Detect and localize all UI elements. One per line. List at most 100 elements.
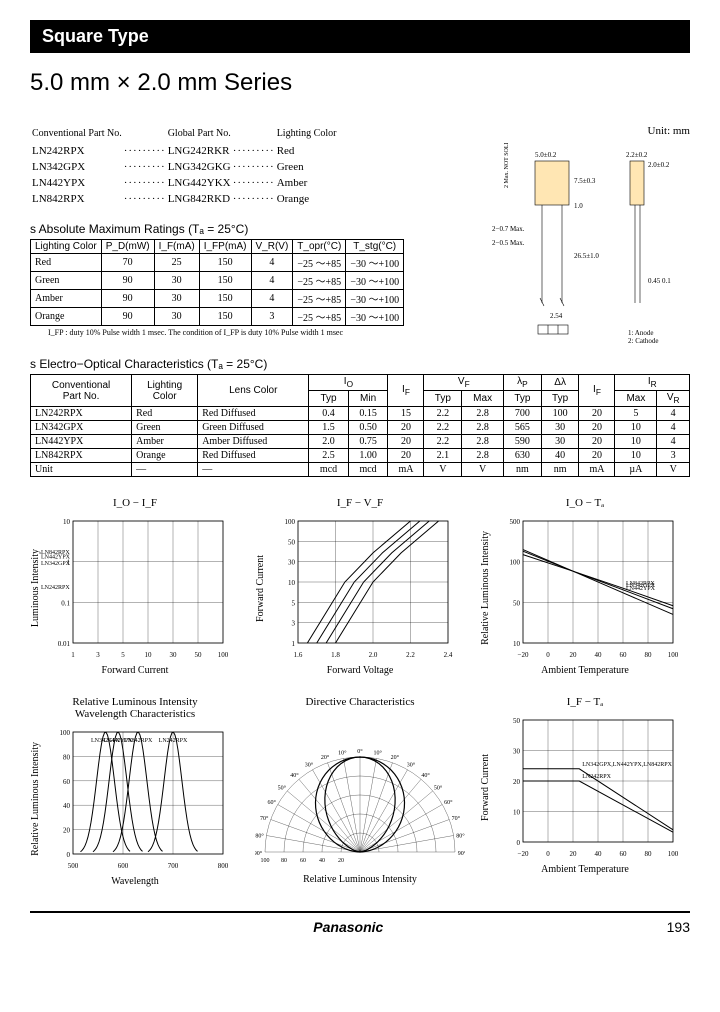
svg-text:LN842RPX: LN842RPX: [41, 550, 70, 556]
svg-text:70°: 70°: [260, 815, 269, 822]
eo-cell: 2.8: [462, 407, 504, 421]
svg-text:70°: 70°: [452, 815, 461, 822]
c4-svg: 500600700800020406080100LN342GPXLN442YPX…: [41, 724, 231, 874]
eo-cell: 20: [579, 421, 615, 435]
eo-cell: 20: [579, 407, 615, 421]
unit-label: Unit: mm: [490, 125, 690, 137]
absmax-cell: 150: [199, 308, 251, 326]
eo-cell: 1.5: [309, 421, 348, 435]
c1-title: I_O − I_F: [30, 497, 240, 509]
absmax-title: s Absolute Maximum Ratings (Tₐ = 25°C): [30, 222, 466, 236]
absmax-cell: 3: [251, 308, 293, 326]
eo-cell: mcd: [348, 463, 388, 477]
eo-cell: 700: [504, 407, 542, 421]
eo-cell: V: [657, 463, 690, 477]
svg-text:700: 700: [168, 862, 179, 870]
c5-xlabel: Relative Luminous Intensity: [255, 874, 465, 885]
svg-text:LN342GPX: LN342GPX: [41, 561, 71, 567]
eo-cell: 4: [657, 407, 690, 421]
svg-text:80: 80: [645, 850, 653, 858]
svg-text:50: 50: [513, 599, 521, 607]
c1-xlabel: Forward Current: [30, 665, 240, 676]
svg-text:2.0±0.2: 2.0±0.2: [648, 161, 670, 169]
eo-cell: mcd: [309, 463, 348, 477]
svg-text:20°: 20°: [321, 754, 330, 761]
absmax-cell: −30 ～+100: [346, 308, 404, 326]
c4-xlabel: Wavelength: [30, 876, 240, 887]
svg-text:−20: −20: [518, 651, 529, 659]
eo-cell: 2.1: [424, 449, 462, 463]
footer: Panasonic 193: [30, 911, 690, 935]
eo-cell: Unit: [31, 463, 132, 477]
partno-global: LNG242RKR: [168, 144, 231, 158]
partno-conv: LN842RPX: [32, 192, 122, 206]
svg-text:1: 1: [292, 640, 296, 648]
eo-cell: 0.15: [348, 407, 388, 421]
absmax-cell: 70: [101, 254, 154, 272]
svg-text:100: 100: [261, 858, 270, 864]
svg-text:50°: 50°: [278, 784, 287, 791]
svg-text:30°: 30°: [407, 762, 416, 769]
eo-cell: LN842RPX: [31, 449, 132, 463]
eo-cell: 20: [388, 449, 424, 463]
svg-text:0.1: 0.1: [662, 277, 671, 285]
absmax-cell: Green: [31, 272, 102, 290]
c1-svg: 1351030501000.010.1110LN342GPXLN442YPXLN…: [41, 513, 231, 663]
eo-cell: 2.8: [462, 449, 504, 463]
svg-text:10: 10: [288, 579, 296, 587]
svg-text:0.1: 0.1: [61, 599, 70, 607]
partno-conv: LN442YPX: [32, 176, 122, 190]
partno-color: Red: [277, 144, 337, 158]
absmax-cell: Orange: [31, 308, 102, 326]
eo-cell: 590: [504, 435, 542, 449]
eo-cell: Red: [132, 407, 198, 421]
svg-text:2.54: 2.54: [550, 312, 563, 320]
eo-cell: mA: [579, 463, 615, 477]
absmax-cell: −25 ～+85: [293, 254, 346, 272]
absmax-h: V_R(V): [251, 240, 293, 254]
svg-text:LN842RPX: LN842RPX: [626, 581, 655, 587]
absmax-h: I_FP(mA): [199, 240, 251, 254]
eo-cell: 10: [615, 421, 657, 435]
c3-title: I_O − Tₐ: [480, 497, 690, 509]
absmax-cell: −25 ～+85: [293, 272, 346, 290]
header-bar: Square Type: [30, 20, 690, 53]
eo-cell: 630: [504, 449, 542, 463]
c6-ylabel: Forward Current: [480, 754, 491, 821]
svg-text:10: 10: [145, 651, 153, 659]
absmax-h: I_F(mA): [154, 240, 199, 254]
partno-h1: Global Part No.: [168, 127, 231, 142]
absmax-cell: 150: [199, 290, 251, 308]
svg-text:3: 3: [292, 620, 296, 628]
svg-text:90°: 90°: [255, 850, 263, 857]
partno-color: Amber: [277, 176, 337, 190]
page-number: 193: [667, 919, 690, 935]
absmax-cell: 25: [154, 254, 199, 272]
eo-cell: Red Diffused: [198, 449, 309, 463]
absmax-cell: −30 ～+100: [346, 290, 404, 308]
svg-text:2 Max. NOT SOLDERED: 2 Max. NOT SOLDERED: [504, 143, 510, 188]
c5-svg: 90°80°70°60°50°40°30°20°10°0°10°20°30°40…: [255, 712, 465, 872]
svg-text:10: 10: [513, 640, 521, 648]
eo-cell: 565: [504, 421, 542, 435]
eo-cell: LN242RPX: [31, 407, 132, 421]
svg-text:60: 60: [620, 850, 628, 858]
svg-text:2−0.5 Max.: 2−0.5 Max.: [492, 239, 525, 247]
c1-ylabel: Luminous Intensity: [30, 549, 41, 627]
svg-text:50: 50: [513, 717, 521, 725]
eo-cell: —: [132, 463, 198, 477]
svg-text:800: 800: [218, 862, 229, 870]
eo-cell: 4: [657, 421, 690, 435]
absmax-h: T_stg(°C): [346, 240, 404, 254]
svg-text:80: 80: [645, 651, 653, 659]
svg-text:80: 80: [281, 858, 287, 864]
eo-cell: LN442YPX: [31, 435, 132, 449]
c6-svg: −20020406080100010203050LN342GPX,LN442YP…: [491, 712, 681, 862]
svg-text:2.2: 2.2: [406, 651, 415, 659]
eo-cell: 20: [579, 449, 615, 463]
absmax-cell: 90: [101, 272, 154, 290]
absmax-h: Lighting Color: [31, 240, 102, 254]
partno-conv: LN342GPX: [32, 160, 122, 174]
svg-text:40°: 40°: [421, 772, 430, 779]
svg-text:LN842RPX: LN842RPX: [124, 738, 153, 744]
